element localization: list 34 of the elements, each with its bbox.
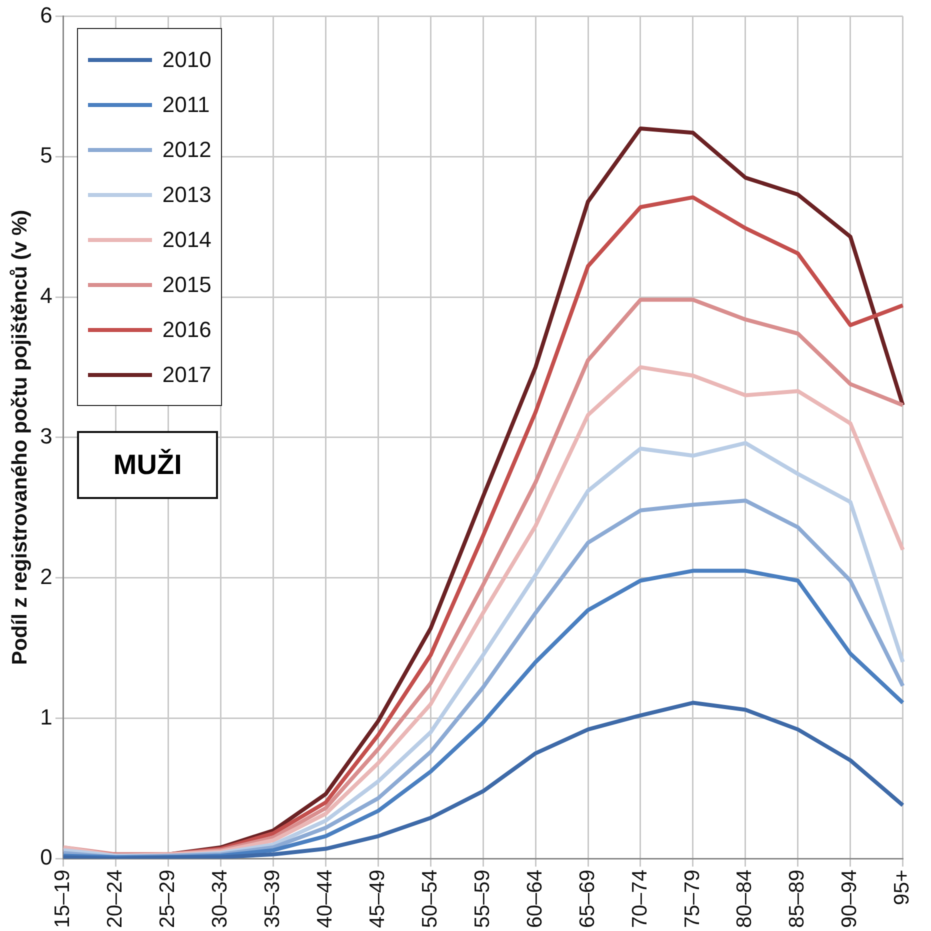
legend-label: 2016 [162,316,212,343]
legend-label: 2014 [162,226,212,253]
legend-label: 2010 [162,46,212,73]
y-tick-label: 1 [40,704,52,730]
y-tick-label: 5 [40,142,52,168]
x-tick-label: 35–39 [261,870,284,928]
x-tick-label: 15–19 [51,870,74,928]
x-tick-label: 70–74 [628,869,652,928]
y-tick-label: 6 [40,2,52,28]
x-tick-label: 60–64 [523,869,546,928]
x-tick-label: 85–89 [786,870,809,928]
y-tick-label: 3 [40,423,52,448]
y-axis-title: Podíl z registrovaného počtu pojištěnců (v %) [8,210,32,665]
legend-label: 2012 [162,136,212,163]
x-tick-label: 90–94 [838,869,862,928]
x-tick-label: 30–34 [208,869,232,928]
annotation: MUŽI [77,431,218,500]
x-tick-label: 40–44 [314,869,337,928]
x-tick-label: 65–69 [576,870,599,928]
x-tick-label: 20–24 [104,869,127,928]
legend-label: 2017 [162,362,212,388]
y-tick-label: 2 [40,564,52,589]
legend-label: 2011 [162,92,210,118]
legend-label: 2013 [162,182,212,208]
x-tick-label: 25–29 [156,870,180,928]
x-tick-label: 55–59 [470,870,494,928]
x-tick-label: 80–84 [733,869,756,928]
y-tick-label: 0 [40,844,52,870]
x-tick-label: 95+ [890,870,914,906]
legend-label: 2015 [162,272,212,298]
x-tick-label: 75–79 [680,870,704,928]
x-tick-label: 45–49 [366,870,389,928]
y-tick-label: 4 [40,283,52,308]
x-tick-label: 50–54 [418,869,442,928]
